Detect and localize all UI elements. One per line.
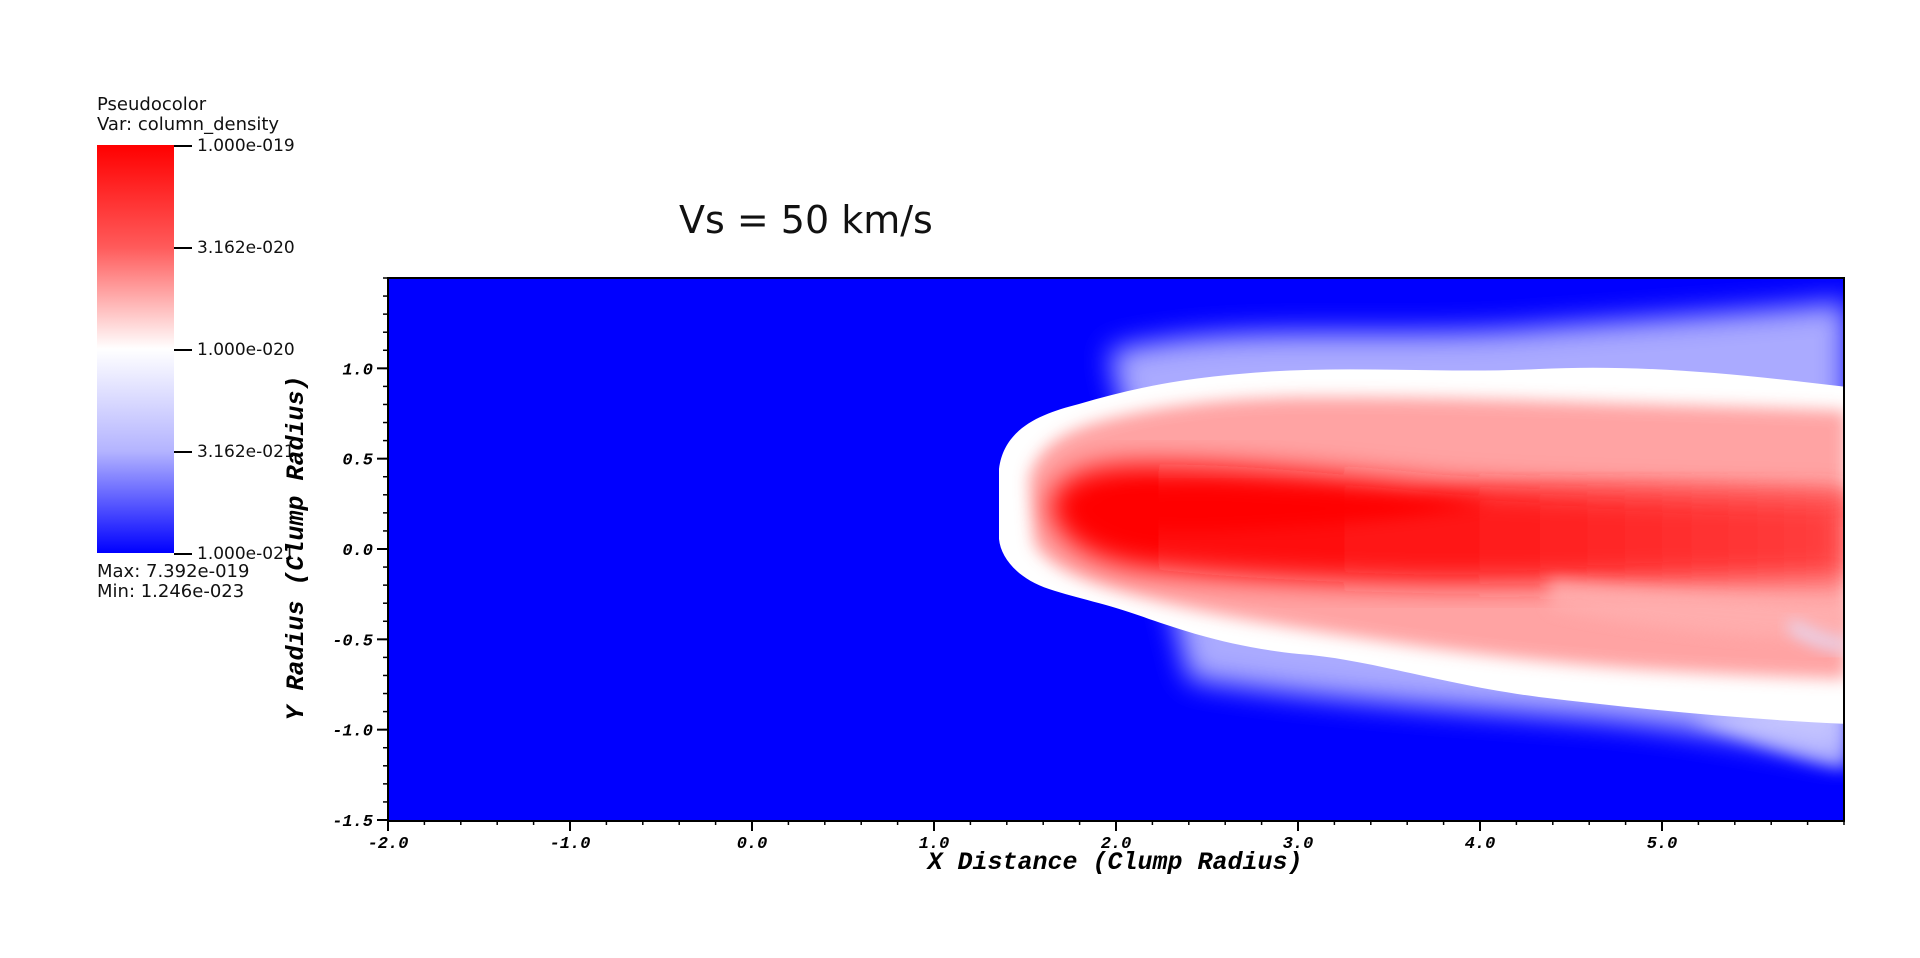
y-tick-label: -1.5 (332, 813, 373, 832)
y-tick-label: -0.5 (332, 632, 373, 651)
x-tick-label: 0.0 (737, 835, 768, 854)
colorbar-gradient (97, 145, 174, 553)
x-tick-label: 5.0 (1647, 835, 1678, 854)
colorbar-tick-label: 1.000e-020 (197, 340, 295, 360)
legend-min-value: Min: 1.246e-023 (97, 581, 245, 602)
column-density-field (389, 279, 1843, 820)
colorbar-tick (174, 247, 192, 249)
colorbar-tick-label: 1.000e-021 (197, 544, 295, 564)
legend-title: Pseudocolor (97, 94, 207, 115)
x-tick-label: 2.0 (1101, 835, 1132, 854)
y-tick-label: 0.5 (342, 452, 373, 471)
colorbar-tick-label: 3.162e-020 (197, 238, 295, 258)
x-tick-label: 3.0 (1283, 835, 1314, 854)
x-axis-title: X Distance (Clump Radius) (925, 848, 1302, 877)
x-tick-label: -2.0 (368, 835, 409, 854)
colorbar-tick-label: 3.162e-021 (197, 442, 295, 462)
y-tick-label: -1.0 (332, 723, 373, 742)
heatmap-plot-area (387, 277, 1845, 822)
x-tick-label: 4.0 (1465, 835, 1496, 854)
plot-title: Vs = 50 km/s (679, 198, 933, 242)
colorbar-tick-label: 1.000e-019 (197, 136, 295, 156)
x-axis: -2.0 -1.0 0.0 1.0 2.0 3.0 4.0 5.0 (368, 820, 1845, 854)
legend-variable: Var: column_density (97, 114, 280, 135)
x-tick-label: -1.0 (550, 835, 591, 854)
colorbar-tick (174, 451, 192, 453)
colorbar-tick (174, 145, 192, 147)
colorbar-tick (174, 349, 192, 351)
x-tick-label: 1.0 (919, 835, 950, 854)
y-tick-label: 1.0 (342, 361, 373, 380)
legend-max-value: Max: 7.392e-019 (97, 561, 250, 582)
colorbar-tick (174, 553, 192, 555)
y-axis: 1.0 0.5 0.0 -0.5 -1.0 -1.5 (332, 277, 388, 832)
y-tick-label: 0.0 (342, 542, 373, 561)
